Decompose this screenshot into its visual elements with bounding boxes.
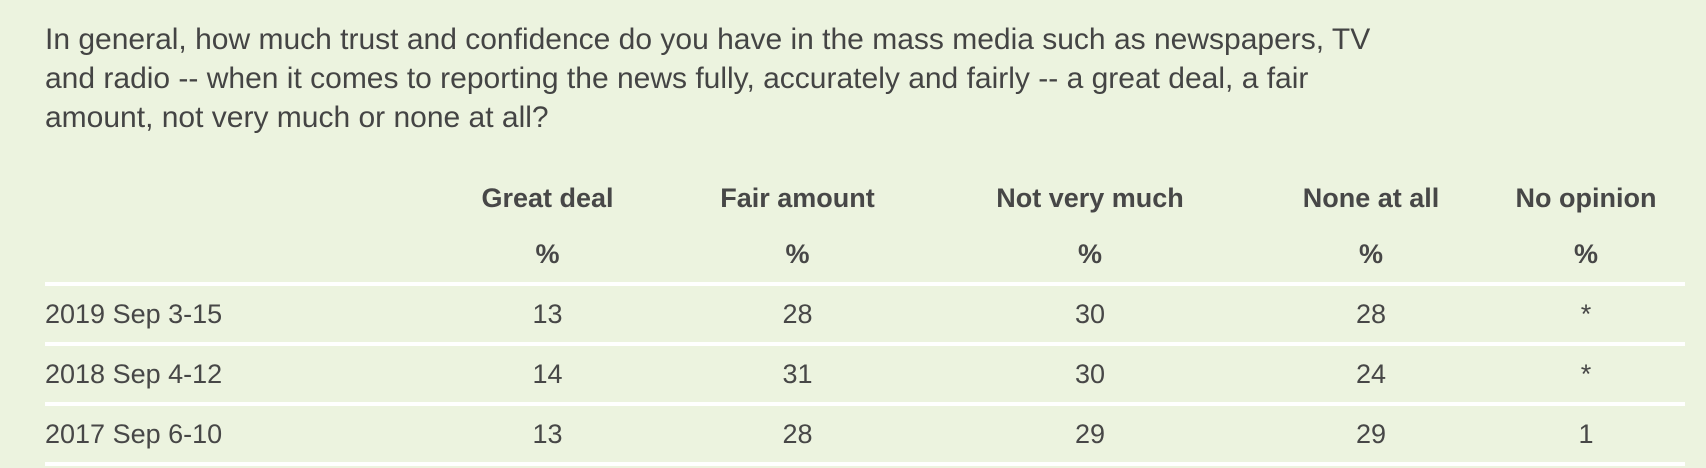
unit-label: % [785, 238, 810, 269]
header-no-opinion: No opinion [1515, 182, 1657, 213]
row-label: 2017 Sep 6-10 [45, 402, 425, 466]
header-fair-amount: Fair amount [720, 182, 875, 213]
cell-none-at-all: 28 [1255, 282, 1487, 344]
cell-great-deal: 14 [425, 342, 670, 404]
header-row: Great deal Fair amount Not very much Non… [45, 170, 1685, 226]
cell-none-at-all: 24 [1255, 342, 1487, 404]
results-table: Great deal Fair amount Not very much Non… [45, 170, 1685, 466]
cell-not-very-much: 29 [925, 402, 1255, 466]
cell-fair-amount: 28 [670, 402, 925, 466]
question-text: In general, how much trust and confidenc… [45, 23, 1371, 134]
header-empty [45, 170, 425, 226]
header-none-at-all: None at all [1302, 182, 1440, 213]
unit-label: % [1358, 238, 1383, 269]
cell-great-deal: 13 [425, 402, 670, 466]
unit-label: % [1077, 238, 1102, 269]
cell-great-deal: 13 [425, 282, 670, 344]
unit-row: % % % % % [45, 226, 1685, 284]
row-label: 2018 Sep 4-12 [45, 342, 425, 404]
table-row: 2017 Sep 6-10 13 28 29 29 1 [45, 402, 1685, 466]
cell-fair-amount: 28 [670, 282, 925, 344]
unit-label: % [535, 238, 560, 269]
header-great-deal: Great deal [481, 182, 614, 213]
cell-no-opinion: * [1487, 282, 1685, 344]
cell-not-very-much: 30 [925, 342, 1255, 404]
table-row: 2019 Sep 3-15 13 28 30 28 * [45, 282, 1685, 344]
cell-no-opinion: * [1487, 342, 1685, 404]
header-not-very-much: Not very much [996, 182, 1184, 213]
cell-fair-amount: 31 [670, 342, 925, 404]
unit-label: % [1573, 238, 1598, 269]
cell-none-at-all: 29 [1255, 402, 1487, 466]
unit-empty [45, 226, 425, 284]
cell-not-very-much: 30 [925, 282, 1255, 344]
row-label: 2019 Sep 3-15 [45, 282, 425, 344]
cell-no-opinion: 1 [1487, 402, 1685, 466]
table-row: 2018 Sep 4-12 14 31 30 24 * [45, 342, 1685, 404]
